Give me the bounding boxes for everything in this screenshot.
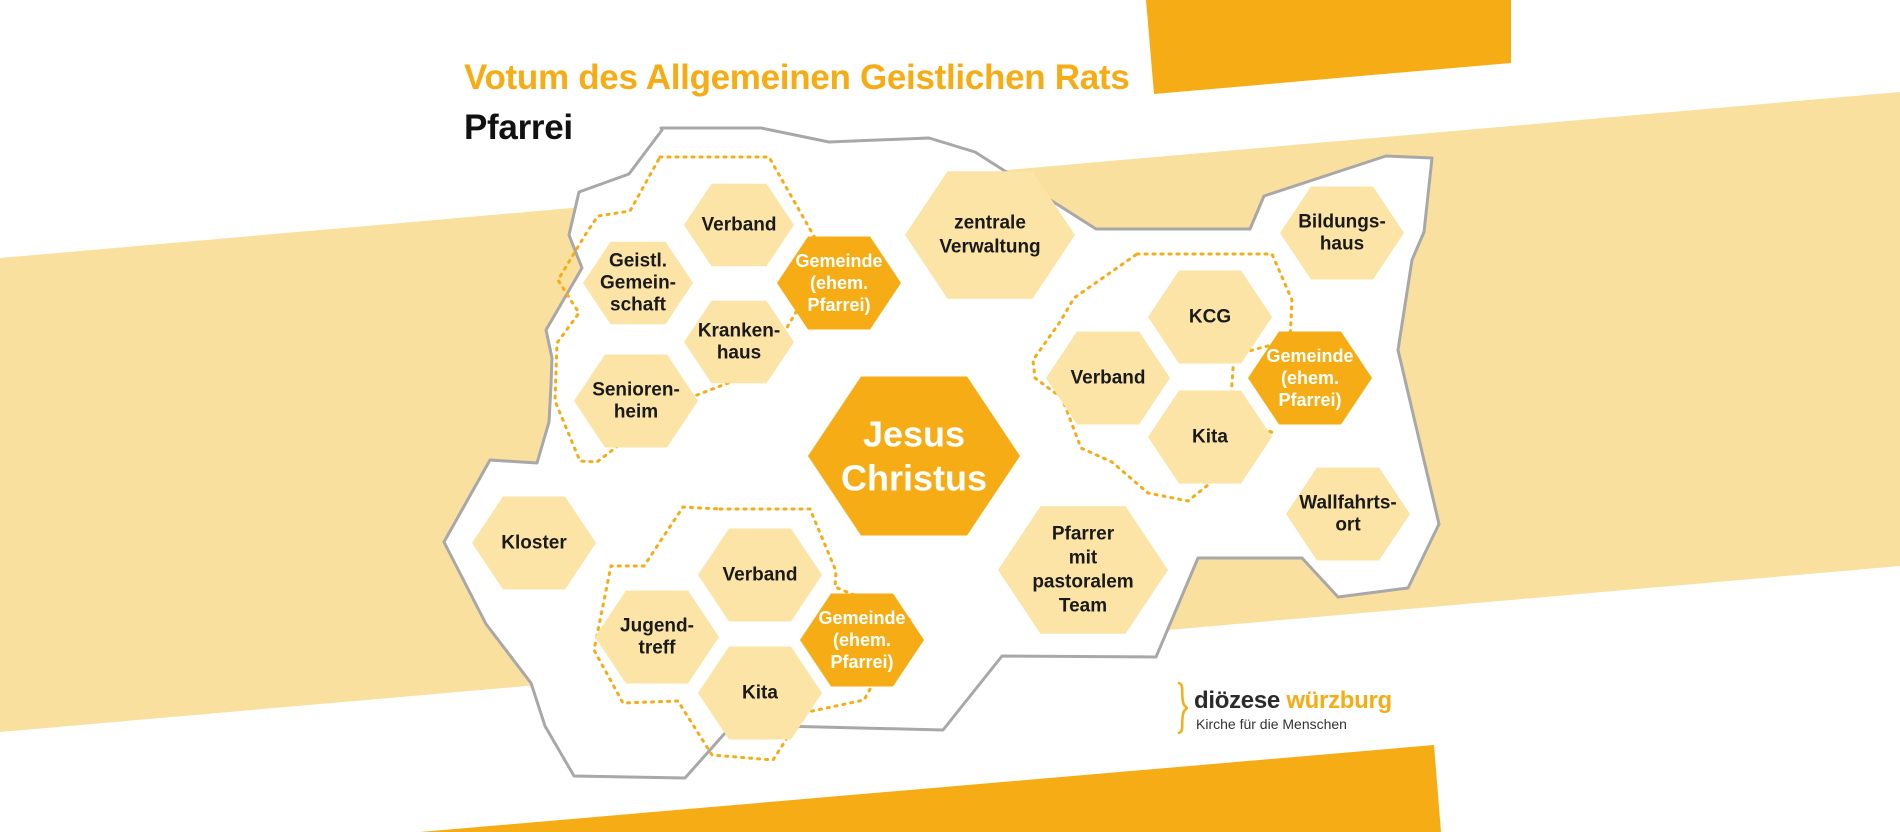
hex-bildungshaus-shape [1280,186,1404,280]
brace-icon [1177,681,1188,735]
hex-gemeinde-bottom-left-label: (ehem. [833,630,891,650]
hex-jugendtreff-label: Jugend- [620,616,694,637]
hex-gemeinde-top-left-label: (ehem. [810,273,868,293]
hex-krankenhaus-label: Kranken- [698,321,780,342]
hex-geistl-gemeinschaft-label: Geistl. [609,251,667,272]
hex-wallfahrtsort: Wallfahrts-ort [1286,467,1410,561]
hex-kita-right-label: Kita [1192,427,1228,448]
hex-jesus-christus-label: Jesus [863,414,965,455]
hex-kcg: KCG [1148,270,1272,364]
hex-bildungshaus-label: haus [1320,234,1364,255]
hex-verband-bottom-left: Verband [698,528,822,622]
hex-gemeinde-top-left-shape [777,236,901,330]
hex-gemeinde-right-label: Gemeinde [1266,346,1353,366]
hex-krankenhaus-label: haus [717,343,761,364]
hex-seniorenheim-label: heim [614,402,658,423]
hex-gemeinde-bottom-left-label: Gemeinde [818,608,905,628]
hex-kloster-shape [472,496,596,590]
hex-bildungshaus-label: Bildungs- [1298,212,1386,233]
hex-gemeinde-right-label: (ehem. [1281,368,1339,388]
hex-gemeinde-bottom-left-shape [800,593,924,687]
hex-zentrale-verwaltung-shape [905,171,1075,299]
hex-verband-top-left-shape [684,183,794,267]
accent-bar-top [1146,0,1511,94]
hex-seniorenheim-shape [574,354,698,448]
hex-wallfahrtsort-shape [1286,467,1410,561]
hex-gemeinde-top-left: Gemeinde(ehem.Pfarrei) [777,236,901,330]
hex-kloster: Kloster [472,496,596,590]
hex-verband-top-left: Verband [684,183,794,267]
hex-kita-right: Kita [1148,390,1272,484]
hex-kita-bottom-left-label: Kita [742,683,778,704]
logo-tagline: Kirche für die Menschen [1196,716,1347,732]
hex-kloster-label: Kloster [501,533,567,554]
hex-verband-right-shape [1046,331,1170,425]
cluster-outline-right [1031,252,1294,503]
hex-geistl-gemeinschaft-shape [583,241,693,325]
hex-gemeinde-top-left-label: Pfarrei) [807,295,870,315]
hex-kita-bottom-left-shape [698,646,822,740]
hex-zentrale-verwaltung: zentrale Verwaltung [905,171,1075,299]
hex-bildungshaus: Bildungs-haus [1280,186,1404,280]
hex-jesus-christus-shape [808,376,1020,536]
hex-krankenhaus: Kranken-haus [684,300,794,384]
hex-pfarrer-team-label: Pfarrer [1052,524,1115,545]
hex-kcg-shape [1148,270,1272,364]
hex-zentrale-verwaltung-label: Verwaltung [939,237,1040,258]
hex-geistl-gemeinschaft: Geistl.Gemein-schaft [583,241,693,325]
page-subtitle: Pfarrei [464,108,573,147]
hex-wallfahrtsort-label: ort [1335,515,1361,536]
hex-gemeinde-top-left-label: Gemeinde [795,251,882,271]
hex-geistl-gemeinschaft-label: schaft [610,295,667,316]
page-title: Votum des Allgemeinen Geistlichen Rats [464,58,1130,97]
hex-kcg-label: KCG [1189,307,1231,328]
hex-jesus-christus-label: Christus [841,458,987,499]
hex-wallfahrtsort-label: Wallfahrts- [1299,493,1396,514]
hex-pfarrer-team-shape [998,506,1168,634]
hex-gemeinde-right: Gemeinde(ehem.Pfarrei) [1248,331,1372,425]
logo-name-part2: würzburg [1286,687,1392,714]
hex-jugendtreff-label: treff [639,638,677,659]
hex-krankenhaus-shape [684,300,794,384]
hex-verband-top-left-label: Verband [702,215,777,236]
hex-gemeinde-bottom-left-label: Pfarrei) [830,652,893,672]
hex-pfarrer-team-label: mit [1069,548,1098,569]
hex-zentrale-verwaltung-label: zentrale [954,213,1026,234]
cluster-outline-bottom-left [592,505,913,762]
hex-verband-bottom-left-shape [698,528,822,622]
hex-geistl-gemeinschaft-label: Gemein- [600,273,676,294]
logo-name-part1: diözese [1194,687,1280,714]
logo-name: diözese würzburg [1194,687,1392,715]
hex-verband-right: Verband [1046,331,1170,425]
hex-kita-right-shape [1148,390,1272,484]
hex-kita-bottom-left: Kita [698,646,822,740]
hex-pfarrer-team: Pfarrer mit pastoralem Team [998,506,1168,634]
hex-gemeinde-right-shape [1248,331,1372,425]
hex-verband-right-label: Verband [1071,368,1146,389]
hex-verband-bottom-left-label: Verband [723,565,798,586]
hex-seniorenheim: Senioren-heim [574,354,698,448]
hex-pfarrer-team-label: Team [1059,596,1107,617]
hex-pfarrer-team-label: pastoralem [1032,572,1133,593]
hex-jugendtreff: Jugend-treff [595,590,719,684]
hex-seniorenheim-label: Senioren- [592,380,680,401]
accent-bar-bottom [420,745,1441,832]
hex-jugendtreff-shape [595,590,719,684]
hex-gemeinde-bottom-left: Gemeinde(ehem.Pfarrei) [800,593,924,687]
hex-gemeinde-right-label: Pfarrei) [1278,390,1341,410]
